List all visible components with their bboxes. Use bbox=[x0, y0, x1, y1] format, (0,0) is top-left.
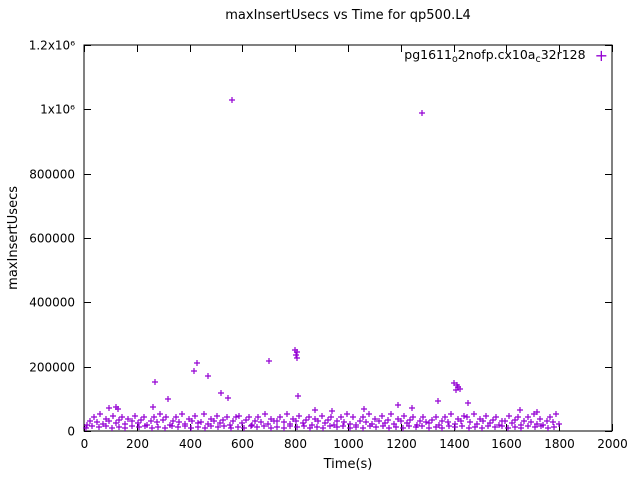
x-tick-label: 800 bbox=[284, 437, 307, 451]
legend: pg1611o2nofp.cx10ac32r128 + bbox=[84, 47, 608, 65]
x-axis-label: Time(s) bbox=[323, 457, 373, 472]
x-tick-label: 600 bbox=[231, 437, 254, 451]
x-tick-label: 2000 bbox=[597, 437, 628, 451]
legend-text-subscript: c bbox=[535, 54, 541, 65]
y-tick-label: 600000 bbox=[29, 232, 75, 246]
y-tick-label: 400000 bbox=[29, 296, 75, 310]
x-tick-label: 200 bbox=[126, 437, 149, 451]
x-tick-label: 1600 bbox=[491, 437, 522, 451]
plot-border bbox=[83, 44, 613, 432]
x-tick-label: 1800 bbox=[544, 437, 575, 451]
y-tick-label: 1.2x10⁶ bbox=[29, 39, 75, 53]
x-tick-label: 400 bbox=[179, 437, 202, 451]
legend-text-part: 2nofp.cx10a bbox=[457, 47, 536, 62]
axis-ticks bbox=[84, 45, 613, 432]
legend-text-part: pg1611 bbox=[404, 47, 452, 62]
y-tick-label: 1x10⁶ bbox=[40, 103, 75, 117]
x-tick-label: 1200 bbox=[386, 437, 417, 451]
legend-text-subscript: o bbox=[451, 54, 458, 65]
y-tick-label: 0 bbox=[67, 425, 75, 439]
x-tick-label: 0 bbox=[81, 437, 89, 451]
legend-plus-marker: + bbox=[594, 46, 608, 65]
x-tick-label: 1000 bbox=[333, 437, 364, 451]
y-tick-label: 800000 bbox=[29, 168, 75, 182]
y-tick-label: 200000 bbox=[29, 361, 75, 375]
chart-title: maxInsertUsecs vs Time for qp500.L4 bbox=[225, 8, 471, 23]
scatter-points bbox=[83, 97, 562, 431]
legend-series-label: pg1611o2nofp.cx10ac32r128 bbox=[404, 47, 585, 65]
x-tick-label: 1400 bbox=[439, 437, 470, 451]
legend-text-part: 32r128 bbox=[540, 47, 586, 62]
